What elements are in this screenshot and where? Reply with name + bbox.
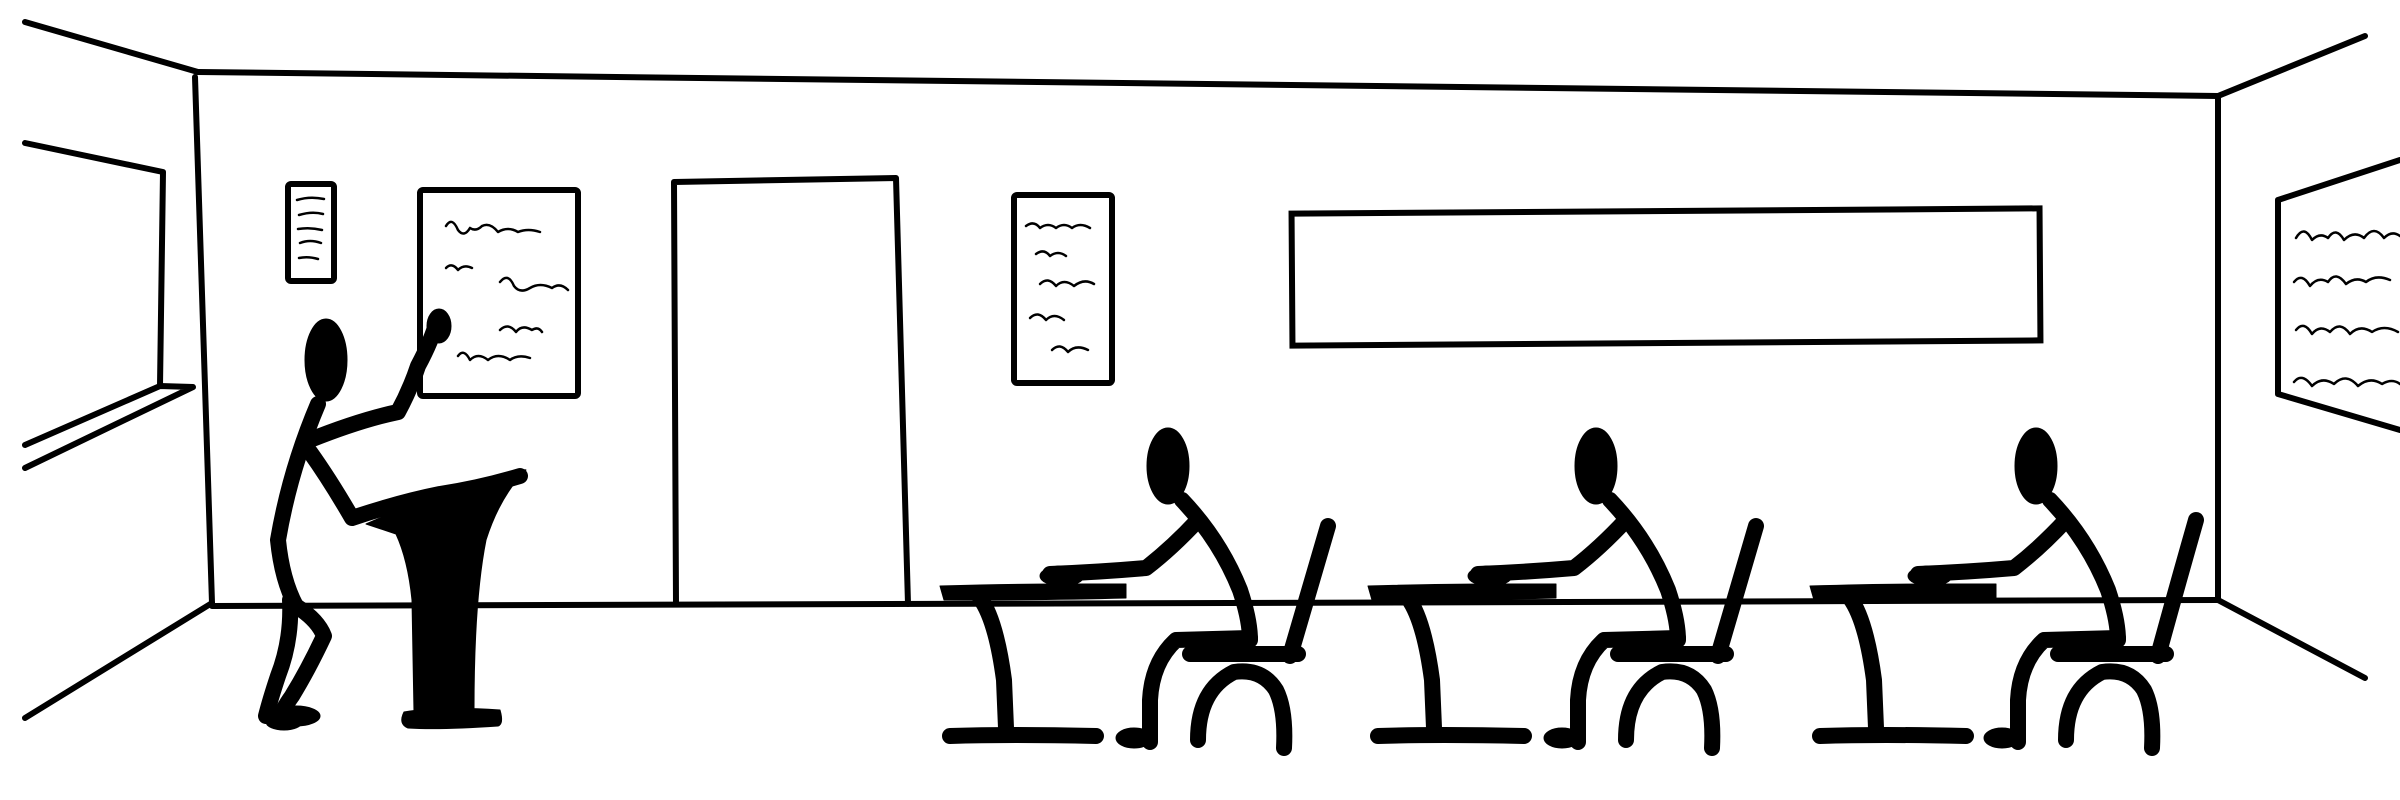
desk-3 <box>1809 583 1997 601</box>
back-wall-top-edge <box>195 69 2221 99</box>
left-floor-edge <box>22 600 215 721</box>
teacher-body <box>270 396 326 614</box>
student-desk-group-2 <box>1367 427 1764 756</box>
back-wall-left-edge <box>192 74 215 606</box>
student-desk-group-1 <box>939 427 1336 756</box>
left-ceiling-edge <box>22 19 201 75</box>
desk-2 <box>1367 583 1557 601</box>
whiteboard <box>1288 205 2044 349</box>
student-2-head <box>1574 427 1618 505</box>
left-window <box>22 140 196 471</box>
student-1-head <box>1146 427 1190 505</box>
middle-poster <box>1011 192 1115 386</box>
teacher-head <box>304 318 348 402</box>
student-3-head <box>2014 427 2058 505</box>
door <box>671 175 911 607</box>
student-desk-group-3 <box>1809 427 2204 756</box>
small-poster-left <box>285 181 337 284</box>
podium <box>365 469 527 730</box>
right-floor-edge <box>2215 597 2368 681</box>
room-walls <box>22 19 2368 721</box>
right-ceiling-edge <box>2215 33 2368 99</box>
right-wall-poster <box>2275 157 2400 433</box>
back-wall-floor-line <box>209 597 2221 609</box>
desk-1 <box>939 583 1127 601</box>
teacher-figure <box>258 308 528 731</box>
bulletin-board <box>417 187 581 399</box>
